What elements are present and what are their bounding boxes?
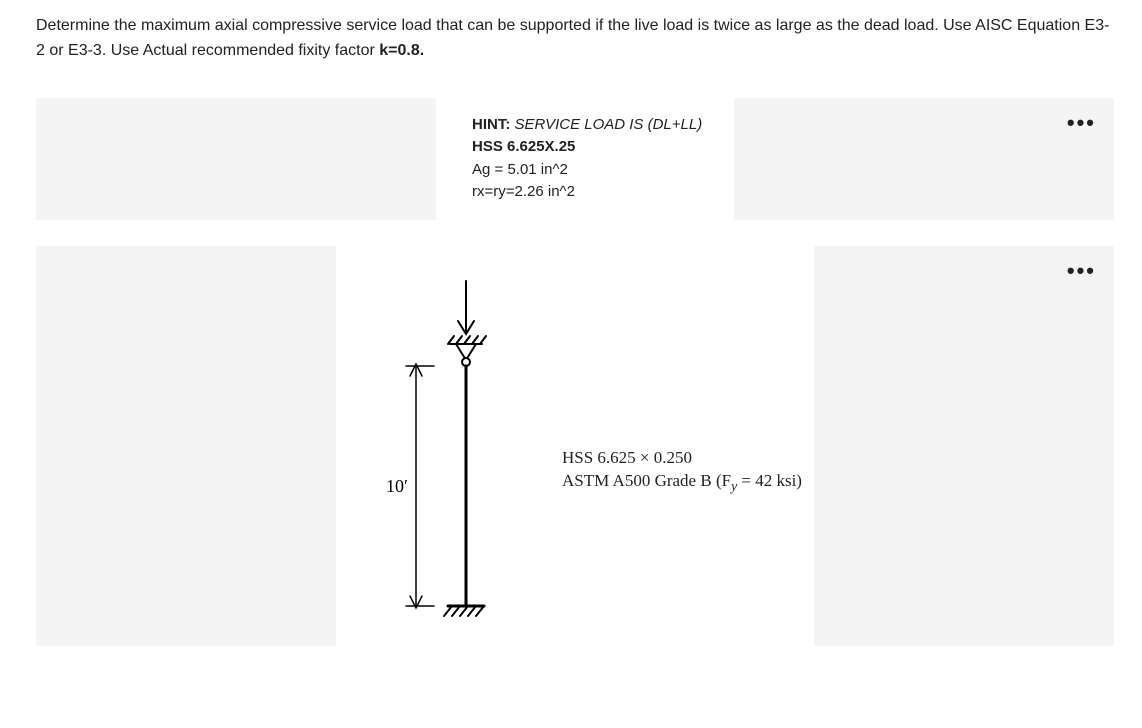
hint-left-panel — [36, 98, 436, 220]
question-text-main: Determine the maximum axial compressive … — [36, 17, 1109, 59]
question-bold: k=0.8. — [379, 42, 424, 59]
length-label: 10′ — [386, 476, 408, 496]
hint-label: HINT: — [472, 116, 510, 133]
hint-block: ••• HINT: SERVICE LOAD IS (DL+LL) HSS 6.… — [36, 98, 1114, 220]
figure-block: ••• — [36, 246, 1114, 646]
figure-left-panel — [36, 246, 336, 646]
r-line: rx=ry=2.26 in^2 — [472, 181, 702, 204]
more-menu-hint[interactable]: ••• — [1067, 112, 1096, 134]
figure-right-panel — [814, 246, 1114, 646]
hint-text: SERVICE LOAD IS (DL+LL) — [510, 116, 702, 133]
more-menu-figure[interactable]: ••• — [1067, 260, 1096, 282]
hint-content: HINT: SERVICE LOAD IS (DL+LL) HSS 6.625X… — [436, 98, 702, 220]
material-suffix: = 42 ksi) — [737, 471, 802, 490]
member-label: HSS 6.625 × 0.250 — [562, 447, 802, 470]
column-figure: 10′ — [376, 276, 526, 636]
hint-right-panel — [734, 98, 1114, 220]
figure-spec: HSS 6.625 × 0.250 ASTM A500 Grade B (Fy … — [562, 447, 802, 496]
hss-line: HSS 6.625X.25 — [472, 136, 702, 159]
question-text: Determine the maximum axial compressive … — [36, 14, 1114, 64]
ag-line: Ag = 5.01 in^2 — [472, 159, 702, 182]
material-label: ASTM A500 Grade B (Fy = 42 ksi) — [562, 470, 802, 496]
material-prefix: ASTM A500 Grade B (F — [562, 471, 731, 490]
